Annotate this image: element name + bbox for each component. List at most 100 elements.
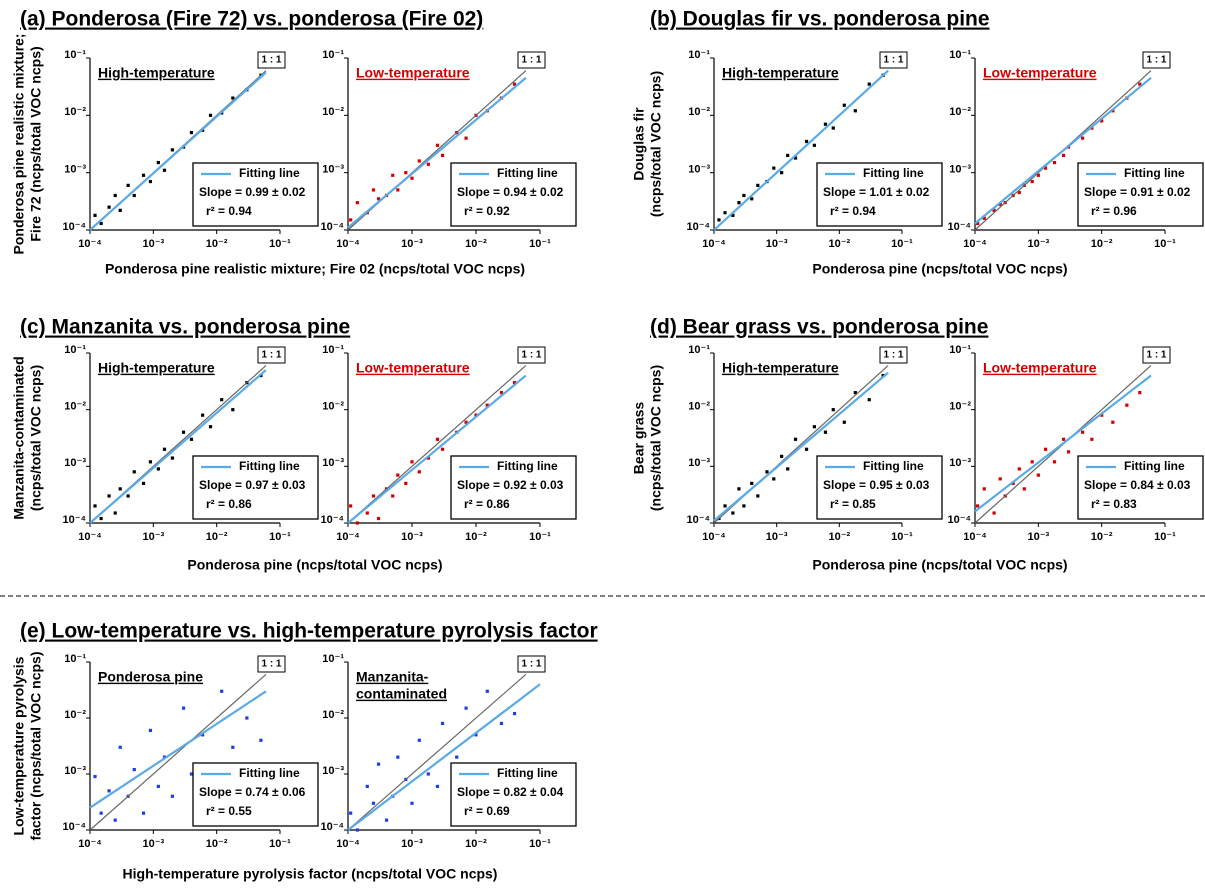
r2-label: r² = 0.96 [1091, 204, 1137, 218]
panel-title: (c) Manzanita vs. ponderosa pine [20, 316, 350, 339]
point [823, 430, 828, 434]
slope-label: Slope = 0.97 ± 0.03 [199, 478, 306, 492]
point [1043, 166, 1048, 170]
point [512, 711, 517, 716]
point [717, 218, 721, 222]
one-to-one-line [347, 365, 527, 524]
r2-label: r² = 0.69 [464, 804, 510, 818]
x-tick-label: 10⁻³ [401, 238, 423, 250]
y-tick-label: 10⁻³ [688, 457, 710, 469]
point [365, 784, 369, 789]
point [737, 487, 741, 491]
y-axis-label: Manzanita-contaminated [11, 356, 27, 519]
subtitle: High-temperature [98, 360, 215, 376]
point [113, 511, 117, 515]
y-tick-label: 10⁻³ [322, 164, 344, 176]
point [737, 201, 741, 205]
point [245, 716, 249, 720]
annotation: 1 : 1 [883, 350, 903, 361]
y-tick-label: 10⁻⁴ [321, 514, 344, 526]
point [464, 136, 468, 140]
point [1036, 173, 1040, 177]
r2-label: r² = 0.55 [206, 804, 252, 818]
point [786, 153, 790, 158]
y-axis-label: (ncps/total VOC ncps) [648, 71, 664, 217]
point [992, 208, 996, 212]
y-axis-label: Bear grass [631, 402, 647, 475]
point [189, 130, 194, 135]
point [396, 473, 400, 477]
x-tick-label: 10⁻² [828, 238, 850, 250]
y-tick-label: 10⁻⁴ [687, 514, 710, 526]
y-tick-label: 10⁻² [688, 106, 710, 118]
x-tick-label: 10⁻¹ [1154, 531, 1176, 543]
x-tick-label: 10⁻³ [142, 838, 164, 850]
point [804, 139, 809, 144]
point [1111, 420, 1115, 424]
y-tick-label: 10⁻¹ [64, 344, 86, 356]
point [189, 772, 194, 776]
point [1052, 460, 1057, 464]
point [765, 470, 769, 474]
legend-box [816, 455, 943, 520]
point [1066, 450, 1071, 454]
slope-label: Slope = 0.95 ± 0.03 [823, 478, 930, 492]
point [162, 447, 167, 451]
point [141, 481, 146, 485]
y-tick-label: 10⁻¹ [322, 653, 344, 665]
point [141, 811, 146, 815]
x-tick-label: 10⁻³ [401, 838, 423, 850]
y-tick-label: 10⁻¹ [322, 49, 344, 61]
y-tick-label: 10⁻³ [64, 457, 86, 469]
point [355, 521, 359, 525]
point [170, 794, 174, 798]
point [404, 171, 408, 175]
fit-line [347, 374, 527, 524]
point [853, 109, 857, 113]
legend-label: Fitting line [239, 459, 300, 473]
annotation-box [1142, 346, 1171, 364]
fit-line [347, 77, 527, 229]
point [181, 706, 186, 710]
point [349, 504, 353, 508]
y-axis-label: (ncps/total VOC ncps) [28, 365, 44, 511]
point [426, 456, 430, 460]
point [1017, 190, 1021, 195]
x-tick-label: 10⁻⁴ [702, 531, 725, 543]
annotation-box [257, 51, 286, 69]
point [132, 470, 136, 474]
point [1125, 403, 1129, 407]
x-tick-label: 10⁻³ [142, 238, 164, 250]
legend-label: Fitting line [1124, 459, 1185, 473]
annotation-box [517, 346, 546, 364]
x-tick-label: 10⁻³ [1027, 531, 1049, 543]
annotation: 1 : 1 [521, 350, 541, 361]
fit-line [89, 71, 267, 231]
point [208, 425, 213, 429]
y-tick-label: 10⁻² [688, 401, 710, 413]
x-tick-label: 10⁻² [206, 838, 228, 850]
x-tick-label: 10⁻⁴ [336, 838, 359, 850]
legend-label: Fitting line [239, 166, 300, 180]
y-tick-label: 10⁻³ [322, 765, 344, 777]
point [1081, 136, 1085, 140]
point [485, 403, 489, 407]
y-tick-label: 10⁻⁴ [687, 221, 710, 233]
point [376, 516, 381, 521]
x-tick-label: 10⁻² [465, 531, 487, 543]
point [1061, 437, 1066, 441]
subtitle: Manzanita- [356, 669, 429, 685]
panel-title: (b) Douglas fir vs. ponderosa pine [650, 8, 990, 31]
point [512, 381, 517, 385]
point [742, 193, 746, 198]
x-tick-label: 10⁻² [1091, 238, 1113, 250]
x-tick-label: 10⁻³ [401, 531, 423, 543]
fit-line [713, 371, 889, 522]
y-tick-label: 10⁻¹ [949, 49, 971, 61]
x-tick-label: 10⁻³ [766, 531, 788, 543]
point [1138, 391, 1142, 395]
point [156, 160, 160, 165]
point [396, 755, 400, 759]
point [355, 201, 359, 205]
